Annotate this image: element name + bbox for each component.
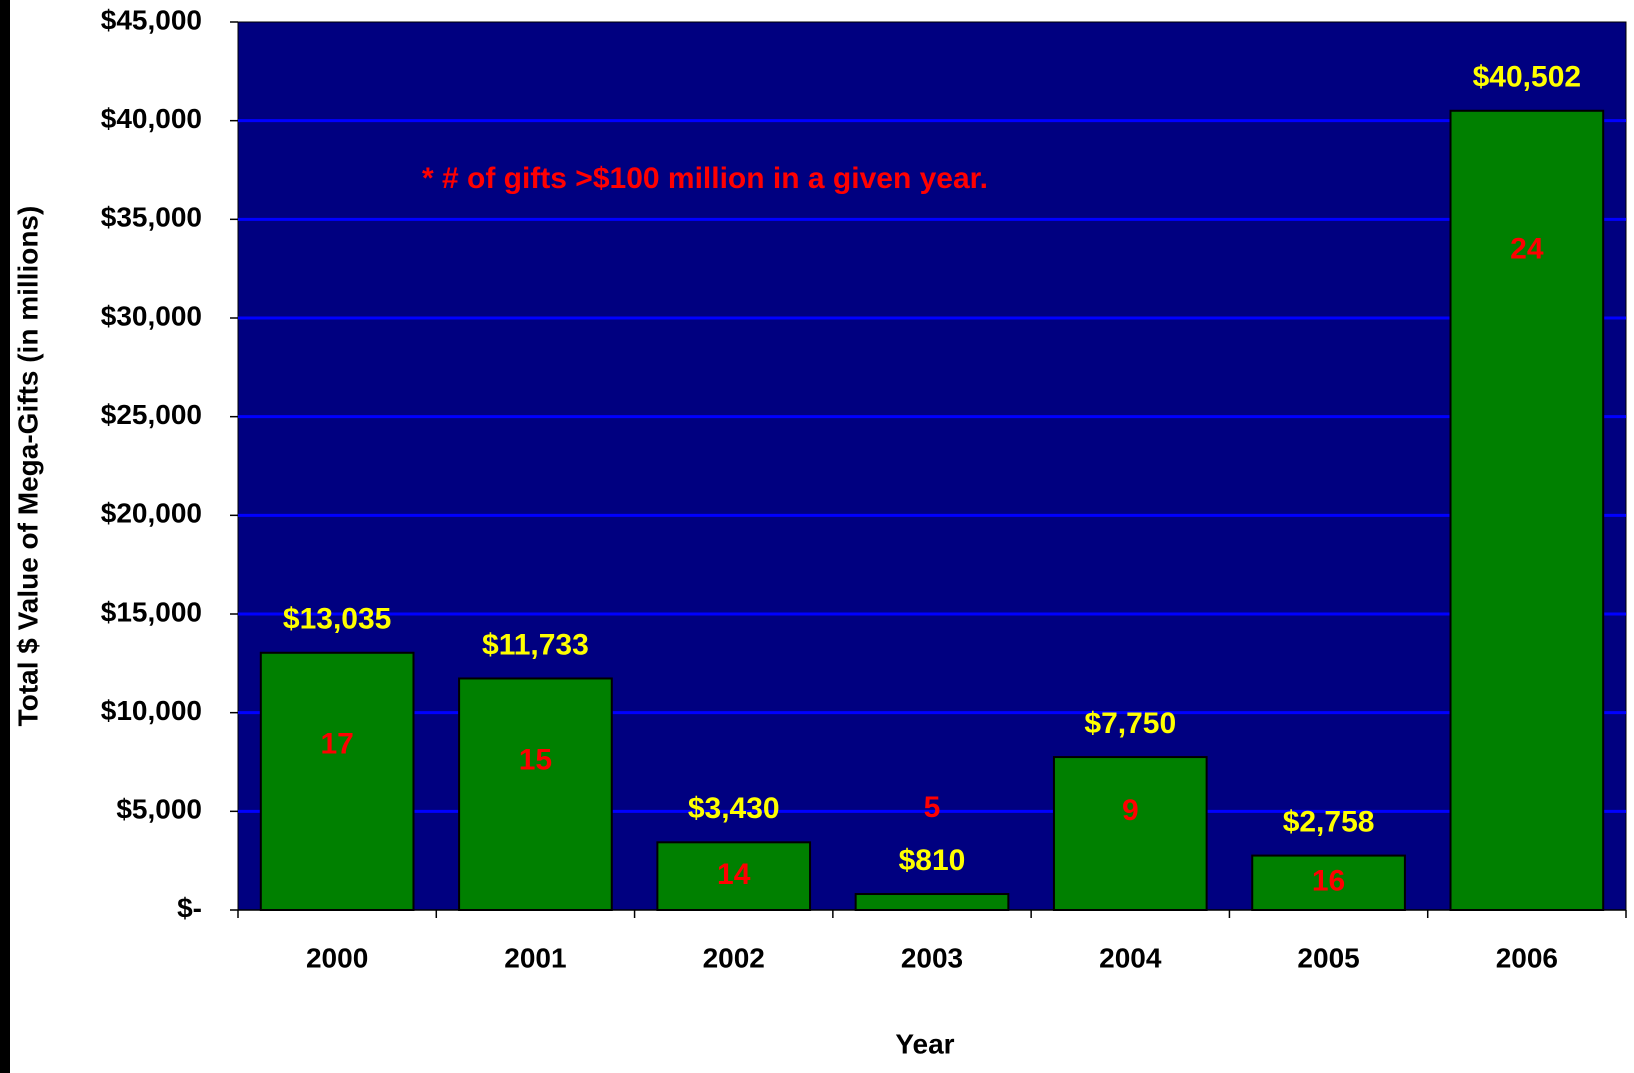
y-tick-label: $20,000: [101, 498, 202, 529]
y-tick-label: $10,000: [101, 695, 202, 726]
bar: [1251, 854, 1406, 911]
bar: [1449, 109, 1605, 911]
count-label: 9: [1122, 794, 1139, 827]
y-tick-label: $35,000: [101, 202, 202, 233]
annotation: * # of gifts >$100 million in a given ye…: [422, 162, 988, 195]
value-label: $40,502: [1473, 61, 1581, 94]
value-label: $7,750: [1084, 707, 1176, 740]
value-label: $2,758: [1283, 805, 1375, 838]
x-tick-label: 2003: [901, 942, 963, 973]
y-tick-label: $25,000: [101, 399, 202, 430]
count-label: 17: [320, 727, 353, 760]
count-label: 24: [1510, 233, 1544, 266]
x-tick-label: 2005: [1297, 942, 1359, 973]
x-tick-label: 2006: [1496, 942, 1558, 973]
count-label: 16: [1312, 865, 1345, 898]
edge-strip: [0, 0, 10, 1073]
value-label: $810: [899, 844, 966, 877]
plot-area: [237, 21, 1627, 911]
value-label: $11,733: [482, 628, 589, 661]
bar: [458, 677, 613, 912]
bar: [656, 841, 812, 911]
bar: [854, 893, 1010, 911]
count-label: 5: [924, 791, 941, 824]
value-label: $3,430: [688, 792, 780, 825]
y-tick-label: $5,000: [116, 794, 202, 825]
y-tick-label: $40,000: [101, 103, 202, 134]
x-tick-label: 2001: [504, 942, 566, 973]
x-tick-label: 2000: [306, 942, 368, 973]
y-tick-label: $45,000: [101, 4, 202, 35]
y-tick-label: $-: [177, 892, 202, 923]
y-tick-label: $30,000: [101, 300, 202, 331]
x-axis-label: Year: [895, 1028, 954, 1059]
x-tick-label: 2004: [1099, 942, 1162, 973]
y-axis-label: Total $ Value of Mega-Gifts (in millions…: [12, 206, 43, 727]
y-tick-label: $15,000: [101, 596, 202, 627]
value-label: $13,035: [283, 603, 391, 636]
x-tick-label: 2002: [703, 942, 765, 973]
bar: [1052, 756, 1208, 911]
count-label: 15: [519, 744, 552, 777]
bar: [259, 651, 415, 911]
count-label: 14: [717, 858, 751, 891]
